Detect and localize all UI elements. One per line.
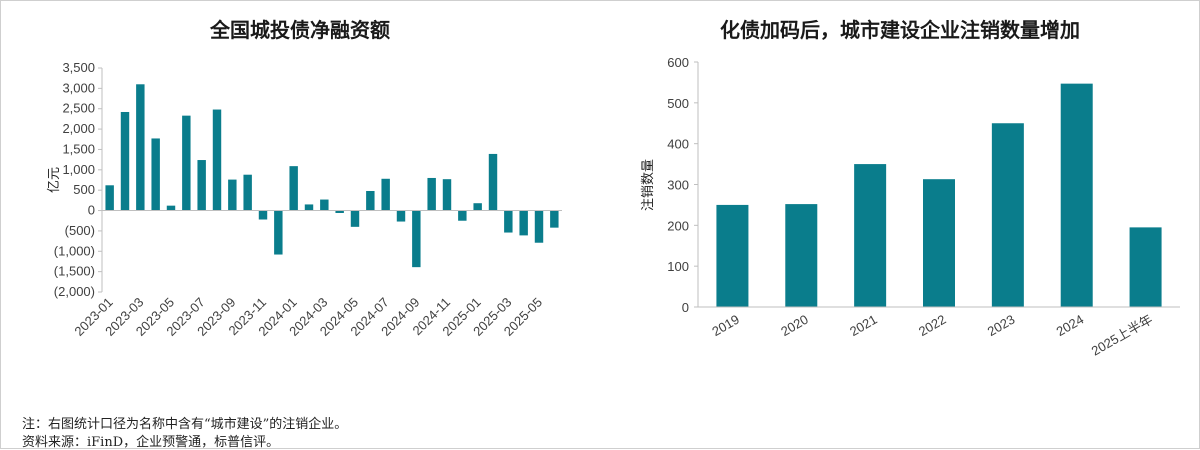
y-tick-label: 100: [667, 259, 689, 274]
bar: [785, 204, 818, 307]
bar: [1060, 83, 1093, 308]
bar: [716, 204, 749, 307]
bar: [991, 123, 1024, 307]
x-tick-label: 2020: [778, 312, 811, 339]
bar: [289, 166, 298, 211]
y-tick-label: 500: [73, 182, 95, 197]
y-axis-title: 注销数量: [640, 159, 655, 211]
bar: [519, 210, 528, 236]
bar: [166, 205, 176, 211]
bar: [1129, 227, 1162, 307]
x-tick-label: 2025上半年: [1089, 312, 1155, 359]
x-tick-label: 2019: [709, 312, 742, 339]
x-tick-label: 2022: [916, 312, 949, 339]
bar: [442, 179, 452, 211]
y-tick-label: (1,500): [54, 264, 95, 279]
y-tick-label: (500): [65, 223, 95, 238]
bar: [504, 210, 513, 233]
bar: [412, 210, 421, 268]
footnote-source: 资料来源：iFinD，企业预警通，标普信评。: [22, 435, 280, 450]
y-tick-label: 500: [667, 96, 689, 111]
bar: [120, 111, 130, 211]
bar: [534, 210, 544, 243]
left-chart-svg: 3,500 3,000 2,500 2,000 1,500 1,000 500 0 (500) (…: [46, 60, 562, 339]
bar: [320, 199, 329, 211]
y-tick-label: 2,000: [62, 121, 95, 136]
bar: [458, 210, 467, 221]
y-tick-label: 1,000: [62, 162, 95, 177]
right-chart-title: 化债加码后，城市建设企业注销数量增加: [720, 18, 1080, 42]
bar: [427, 177, 436, 211]
y-axis-title: 亿元: [46, 167, 61, 193]
bar: [197, 160, 206, 211]
y-tick-label: 400: [667, 137, 689, 152]
bar: [243, 174, 252, 211]
bar: [550, 210, 559, 228]
bar: [274, 210, 283, 255]
bar: [381, 178, 390, 211]
bar: [182, 115, 191, 211]
y-tick-label: 600: [667, 55, 689, 70]
bar: [228, 179, 237, 211]
y-tick-label: 300: [667, 178, 689, 193]
x-tick-label: 2024: [1054, 312, 1087, 339]
y-tick-label: (1,000): [54, 243, 95, 258]
x-tick-label: 2023: [985, 312, 1018, 339]
bar: [854, 164, 887, 307]
x-tick-label: 2021: [847, 312, 880, 339]
bar: [473, 203, 482, 211]
footnote-note: 注：右图统计口径为名称中含有“城市建设”的注销企业。: [22, 417, 348, 432]
bar: [488, 153, 498, 211]
bar: [136, 84, 145, 211]
y-tick-label: 3,500: [62, 60, 95, 75]
bar: [923, 179, 955, 307]
bar: [105, 185, 114, 211]
y-tick-label: 0: [88, 203, 95, 218]
bar: [304, 204, 314, 211]
y-tick-label: 2,500: [62, 101, 95, 116]
bar: [366, 190, 375, 211]
bar: [335, 210, 344, 213]
bar: [350, 210, 360, 227]
y-tick-label: 200: [667, 218, 689, 233]
y-tick-label: 3,000: [62, 80, 95, 95]
left-chart-title: 全国城投债净融资额: [210, 18, 390, 42]
right-chart-panel: 化债加码后，城市建设企业注销数量增加 0 100 200 300 400 500 600 20…: [600, 0, 1200, 400]
bar: [212, 109, 222, 211]
left-chart-panel: 全国城投债净融资额 3,500 3,000 2,500 2,000 1,500 1,000…: [0, 0, 600, 400]
y-tick-label: 0: [682, 300, 689, 315]
y-tick-label: (2,000): [54, 284, 95, 299]
bar: [151, 138, 160, 211]
y-tick-label: 1,500: [62, 141, 95, 156]
bar: [258, 210, 268, 220]
bar: [396, 210, 406, 222]
right-chart-svg: 0 100 200 300 400 500 600 2019 2020 2021 2022 2023 2…: [640, 55, 1180, 359]
